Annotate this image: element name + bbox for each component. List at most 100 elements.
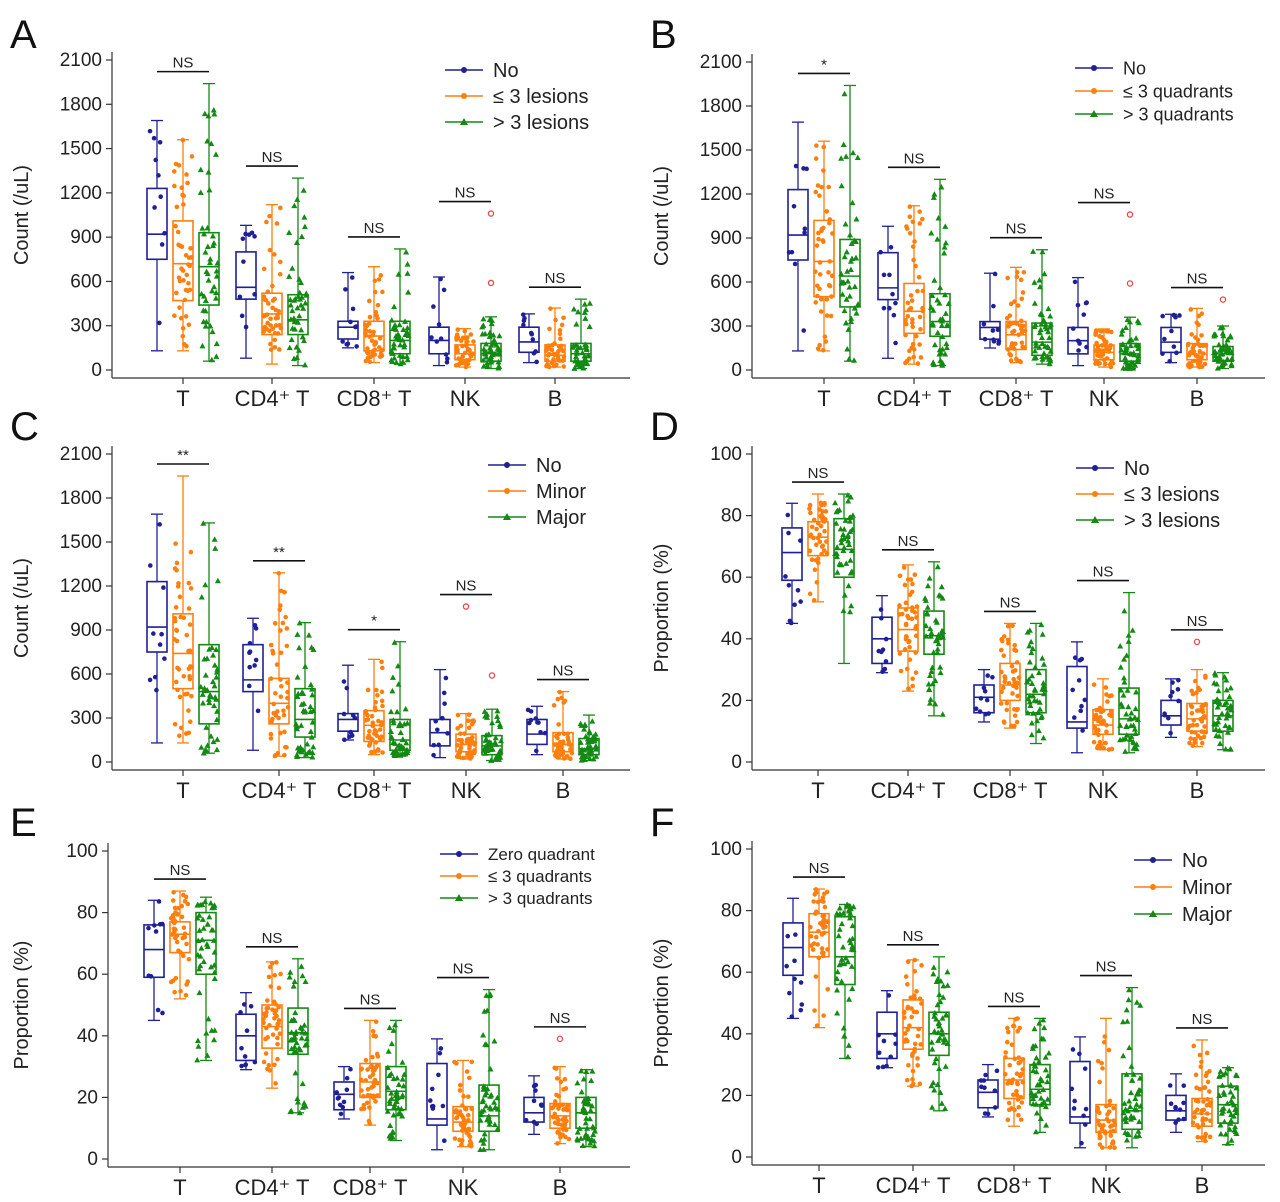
data-point	[395, 722, 402, 729]
data-point	[252, 1059, 258, 1065]
data-point	[375, 747, 381, 752]
data-point	[275, 1056, 280, 1062]
data-point	[1082, 697, 1088, 703]
data-point	[1040, 690, 1047, 697]
data-point	[1076, 348, 1081, 353]
data-point	[820, 543, 826, 549]
data-point	[561, 1087, 566, 1092]
data-point	[814, 526, 819, 532]
data-point	[1133, 342, 1140, 348]
data-point	[178, 315, 184, 321]
data-point	[1010, 1077, 1016, 1082]
data-point	[891, 312, 897, 318]
data-point	[1224, 355, 1231, 362]
data-point	[1135, 345, 1142, 352]
data-point	[460, 354, 465, 359]
data-point	[296, 312, 303, 319]
data-point	[455, 327, 461, 332]
data-point	[909, 298, 915, 303]
data-point	[982, 336, 988, 342]
data-point	[391, 344, 398, 351]
data-point	[1190, 1120, 1196, 1126]
data-point	[1047, 348, 1054, 354]
data-point	[299, 1029, 306, 1035]
data-point	[587, 1107, 594, 1113]
data-point	[1124, 687, 1131, 693]
y-tick-label: 1500	[60, 139, 102, 160]
data-point	[1202, 1138, 1208, 1144]
data-point	[1029, 645, 1036, 652]
data-point	[459, 738, 465, 743]
data-point	[1035, 709, 1042, 716]
data-point	[1199, 1059, 1204, 1065]
data-point	[1107, 362, 1113, 367]
data-point	[1127, 1103, 1134, 1109]
data-point	[1043, 1122, 1050, 1128]
data-point	[909, 589, 915, 595]
data-point	[199, 936, 206, 943]
box-2	[928, 178, 952, 368]
data-point	[392, 740, 399, 746]
data-point	[938, 583, 945, 590]
data-point	[833, 975, 840, 981]
data-point	[404, 747, 411, 753]
data-point	[386, 1024, 393, 1031]
y-tick-label: 1500	[700, 140, 742, 161]
data-point	[1020, 1067, 1026, 1072]
data-point	[477, 1117, 484, 1123]
legend-marker	[1091, 88, 1097, 94]
data-point	[913, 333, 919, 339]
data-point	[917, 209, 922, 214]
data-point	[365, 346, 370, 351]
data-point	[846, 914, 853, 921]
data-point	[213, 273, 220, 279]
data-point	[929, 1104, 936, 1110]
data-point	[1038, 621, 1045, 627]
data-point	[1212, 348, 1219, 354]
legend-marker	[503, 513, 511, 520]
data-point	[487, 1093, 494, 1099]
data-point	[581, 1134, 588, 1140]
data-point	[834, 986, 841, 993]
box-2	[922, 561, 946, 717]
data-point	[214, 259, 221, 266]
data-point	[396, 321, 403, 328]
data-point	[1125, 703, 1132, 710]
data-point	[372, 352, 378, 357]
box	[787, 188, 809, 261]
significance-label: NS	[808, 465, 829, 482]
box-0	[242, 617, 264, 751]
data-point	[1101, 708, 1106, 713]
data-point	[363, 331, 368, 336]
significance-label: NS	[262, 149, 283, 166]
data-point	[1014, 707, 1020, 713]
box-0	[1069, 1036, 1091, 1149]
data-point	[148, 974, 154, 979]
data-point	[1010, 623, 1015, 629]
data-point	[1219, 362, 1226, 369]
category-label: CD4⁺ T	[877, 386, 952, 411]
data-point	[196, 912, 203, 918]
data-point	[1019, 296, 1025, 302]
data-point	[391, 303, 398, 310]
data-point	[156, 173, 161, 178]
data-point	[1016, 1112, 1021, 1118]
box-0	[1067, 276, 1089, 367]
data-point	[1123, 1136, 1130, 1143]
data-point	[1226, 1126, 1233, 1132]
data-point	[528, 330, 534, 336]
data-point	[482, 713, 489, 719]
box-1	[452, 1059, 475, 1149]
data-point	[1123, 1071, 1130, 1077]
data-point	[1194, 722, 1200, 728]
data-point	[933, 1055, 940, 1062]
data-point	[213, 289, 220, 296]
data-point	[1039, 631, 1046, 637]
data-point	[185, 180, 190, 186]
data-point	[579, 360, 586, 367]
data-point	[521, 322, 526, 328]
data-point	[1135, 1090, 1142, 1097]
data-point	[1226, 712, 1233, 719]
data-point	[1015, 1028, 1021, 1034]
